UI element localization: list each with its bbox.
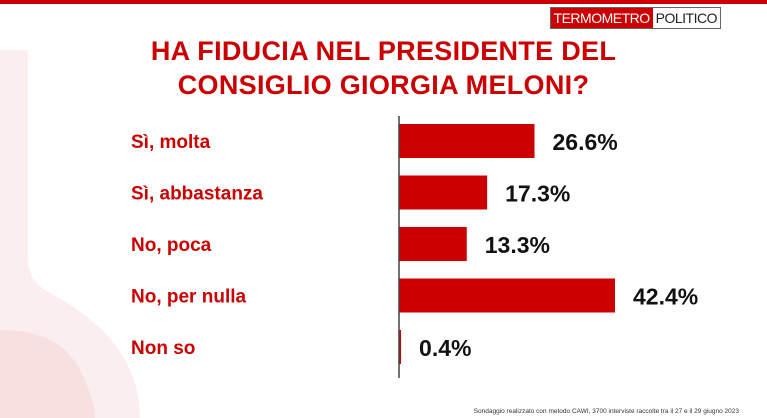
watermark-logo-icon bbox=[0, 50, 140, 418]
value-label: 26.6% bbox=[553, 129, 618, 155]
value-label: 13.3% bbox=[485, 232, 550, 258]
value-label: 0.4% bbox=[419, 335, 471, 361]
chart-title: HA FIDUCIA NEL PRESIDENTE DEL CONSIGLIO … bbox=[0, 34, 767, 102]
value-label: 42.4% bbox=[633, 284, 698, 310]
top-accent-rule bbox=[0, 0, 767, 4]
chart-title-line2: CONSIGLIO GIORGIA MELONI? bbox=[177, 70, 590, 100]
brand-logo-part1: TERMOMETRO bbox=[550, 8, 653, 28]
bar bbox=[399, 330, 402, 364]
brand-logo: TERMOMETRO POLITICO bbox=[549, 7, 721, 29]
chart-title-line1: HA FIDUCIA NEL PRESIDENTE DEL bbox=[150, 36, 617, 66]
category-label: Non so bbox=[131, 338, 195, 359]
bar bbox=[399, 227, 467, 261]
category-label: Sì, abbastanza bbox=[131, 184, 263, 205]
value-label: 17.3% bbox=[505, 181, 570, 207]
footnote: Sondaggio realizzato con metodo CAWI, 37… bbox=[473, 408, 739, 415]
top-accent-bar bbox=[0, 0, 767, 4]
category-label: No, poca bbox=[131, 235, 212, 256]
brand-logo-part2: POLITICO bbox=[652, 8, 720, 28]
bar bbox=[399, 278, 615, 313]
category-label: Sì, molta bbox=[131, 132, 211, 153]
category-label: No, per nulla bbox=[131, 287, 247, 308]
bar bbox=[399, 175, 488, 210]
bar bbox=[399, 124, 535, 158]
